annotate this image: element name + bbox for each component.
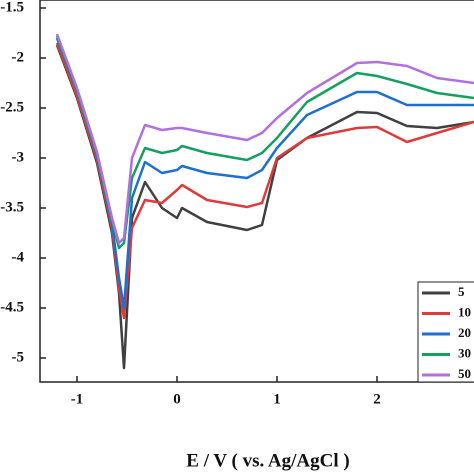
legend-box — [417, 281, 474, 383]
legend-label: 30 — [458, 345, 471, 360]
series-line — [55, 37, 474, 310]
legend-label: 10 — [458, 304, 471, 319]
y-tick-label: -3 — [12, 149, 25, 165]
x-tick-label: -1 — [71, 391, 84, 407]
y-tick-label: -2.5 — [0, 99, 24, 115]
plot-frame — [39, 0, 474, 383]
legend-label: 20 — [458, 325, 471, 340]
legend-label: 50 — [458, 366, 471, 381]
y-tick-label: -4.5 — [0, 299, 24, 315]
y-tick-label: -5 — [12, 349, 25, 365]
legend-label: 5 — [458, 284, 465, 299]
series-line — [55, 33, 474, 245]
x-tick-label: 0 — [173, 391, 181, 407]
x-tick-label: 1 — [273, 391, 281, 407]
series-line — [55, 44, 474, 370]
x-axis-title: E / V ( vs. Ag/AgCl ) — [186, 450, 349, 471]
y-tick-label: -3.5 — [0, 199, 24, 215]
x-tick-label: 2 — [373, 391, 381, 407]
y-tick-label: -2 — [12, 49, 25, 65]
y-tick-label: -4 — [12, 249, 25, 265]
y-tick-label: -1.5 — [0, 0, 24, 15]
